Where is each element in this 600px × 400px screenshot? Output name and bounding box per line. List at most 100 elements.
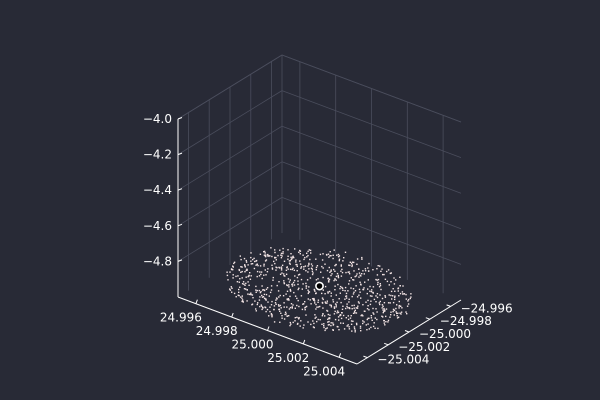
- data-point: [278, 281, 280, 283]
- data-point: [330, 292, 332, 294]
- y-tick-label-0: −24.996: [461, 301, 513, 315]
- data-point: [290, 303, 293, 305]
- data-point: [230, 286, 232, 288]
- data-point: [266, 308, 269, 311]
- data-point: [256, 270, 259, 273]
- data-point: [238, 268, 240, 271]
- data-point: [290, 253, 292, 255]
- data-point: [394, 296, 396, 298]
- data-point: [264, 298, 267, 300]
- data-point: [322, 253, 324, 255]
- data-point: [356, 307, 359, 309]
- data-point: [272, 276, 274, 279]
- data-point: [355, 275, 358, 277]
- x-tick-2: [267, 326, 270, 331]
- data-point: [313, 299, 315, 301]
- data-point: [283, 302, 285, 304]
- data-point: [380, 270, 382, 272]
- data-point: [289, 295, 291, 298]
- data-point: [322, 313, 324, 315]
- data-point: [357, 301, 360, 303]
- data-point: [315, 316, 317, 318]
- data-point: [385, 308, 388, 310]
- data-point: [354, 312, 356, 314]
- data-point: [281, 317, 283, 319]
- data-point: [241, 299, 244, 301]
- data-point: [280, 307, 282, 309]
- data-point: [282, 247, 284, 250]
- data-point: [336, 325, 338, 328]
- data-point: [327, 324, 330, 326]
- data-point: [366, 329, 368, 331]
- data-point: [365, 301, 367, 303]
- data-point: [322, 289, 324, 291]
- data-point: [294, 248, 296, 250]
- data-point: [390, 290, 393, 293]
- data-point: [274, 257, 276, 259]
- data-point: [353, 326, 356, 328]
- z-tick-label-3: −4.6: [143, 219, 172, 233]
- data-point: [268, 295, 270, 297]
- data-point: [289, 324, 291, 327]
- data-point: [252, 258, 254, 261]
- data-point: [286, 284, 289, 287]
- data-point: [324, 315, 326, 317]
- data-point: [319, 305, 321, 308]
- data-point: [324, 263, 326, 265]
- data-point: [321, 292, 323, 295]
- data-point: [356, 258, 359, 260]
- data-point: [372, 312, 374, 314]
- data-point: [293, 291, 295, 294]
- data-point: [293, 279, 296, 282]
- data-point: [337, 283, 339, 286]
- data-point: [256, 303, 258, 306]
- data-point: [319, 253, 322, 256]
- data-point: [270, 314, 273, 316]
- data-point: [302, 254, 304, 256]
- data-point: [337, 311, 340, 314]
- data-point: [392, 295, 394, 297]
- data-point: [303, 266, 305, 268]
- data-point: [335, 306, 337, 308]
- data-point: [308, 263, 310, 266]
- data-point: [304, 265, 307, 267]
- data-point: [250, 260, 252, 262]
- data-point: [397, 287, 399, 290]
- data-point: [381, 304, 384, 306]
- data-point: [355, 312, 358, 314]
- data-point: [261, 285, 263, 287]
- data-point: [390, 314, 392, 316]
- data-point: [383, 309, 386, 311]
- data-point: [358, 302, 360, 304]
- data-point: [304, 256, 306, 259]
- data-point: [246, 300, 248, 302]
- data-point: [264, 306, 267, 309]
- data-point: [337, 253, 340, 256]
- data-point: [227, 279, 229, 281]
- data-point: [321, 315, 324, 317]
- data-point: [379, 300, 381, 303]
- data-point: [239, 255, 241, 257]
- data-point: [297, 288, 299, 291]
- data-point: [385, 321, 387, 323]
- data-point: [277, 254, 279, 257]
- data-point: [372, 325, 375, 328]
- data-point: [311, 265, 314, 267]
- data-point: [316, 306, 318, 308]
- data-point: [280, 267, 283, 270]
- data-point: [315, 292, 317, 294]
- data-point: [334, 278, 336, 280]
- data-point: [354, 275, 356, 278]
- data-point: [389, 302, 391, 304]
- data-point: [255, 264, 257, 266]
- data-point: [348, 273, 351, 275]
- data-point: [302, 327, 304, 329]
- data-point: [305, 305, 308, 308]
- data-point: [395, 307, 397, 310]
- data-point: [341, 308, 344, 310]
- data-point: [243, 283, 245, 285]
- points-layer: [226, 247, 412, 333]
- data-point: [349, 261, 351, 263]
- data-point: [351, 265, 353, 268]
- data-point: [379, 294, 381, 296]
